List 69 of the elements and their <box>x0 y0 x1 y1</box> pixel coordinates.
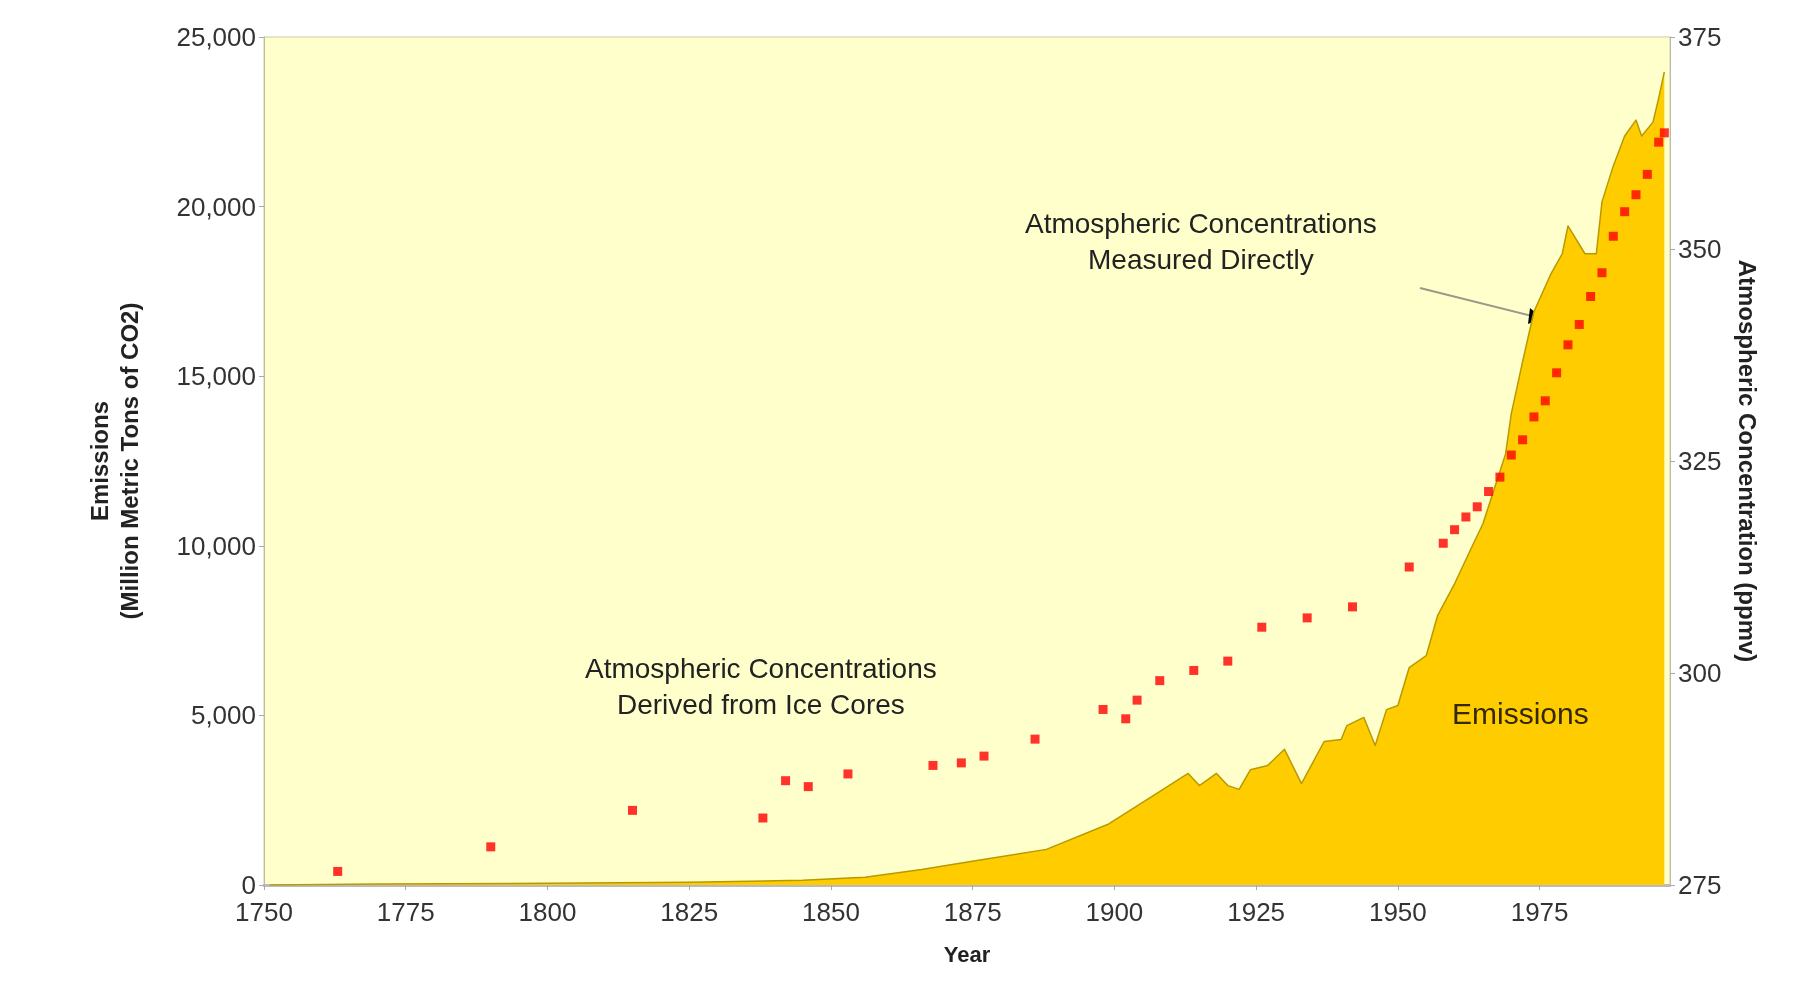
y-tick-label: 5,000 <box>190 700 256 731</box>
point <box>1574 319 1584 329</box>
y2-tick-label: 325 <box>1678 446 1722 476</box>
point <box>1155 676 1165 686</box>
point <box>956 758 966 768</box>
x-tick-label: 1850 <box>802 897 860 927</box>
y2-tick-label: 275 <box>1678 870 1722 900</box>
point <box>803 782 813 792</box>
point <box>1404 562 1414 572</box>
point <box>1461 512 1471 522</box>
point <box>1098 704 1108 714</box>
x-tick-label: 1925 <box>1227 897 1286 927</box>
point <box>486 842 496 852</box>
y2-axis-title: Atmospheric Concentration (ppmv) <box>1733 259 1761 663</box>
point <box>1438 538 1448 548</box>
x-tick-label: 1900 <box>1085 897 1144 927</box>
y-axis-title: Emissions (Million Metric Tons of CO2) <box>85 302 143 620</box>
point <box>1257 622 1267 632</box>
point <box>1642 169 1652 179</box>
y-tick-label: 25,000 <box>176 22 256 52</box>
point <box>1563 340 1573 350</box>
y-tick-label: 0 <box>241 870 256 900</box>
x-tick-label: 1750 <box>235 897 293 927</box>
point <box>1654 137 1664 147</box>
point <box>758 813 768 823</box>
point <box>1348 602 1358 612</box>
point <box>1132 695 1142 705</box>
point <box>1121 714 1131 724</box>
x-tick-label: 1800 <box>518 897 577 927</box>
point <box>1608 231 1618 241</box>
annotation: Atmospheric Concentrations Derived from Ice Cores <box>584 652 937 720</box>
series-label: Emissions <box>1452 696 1589 730</box>
point <box>1506 450 1516 460</box>
point <box>1529 412 1539 422</box>
point <box>1223 656 1233 666</box>
point <box>1472 502 1482 512</box>
x-tick-label: 1975 <box>1510 897 1569 927</box>
point <box>1495 472 1505 482</box>
point <box>781 776 791 786</box>
point <box>1597 268 1607 278</box>
x-tick-label: 1775 <box>376 897 435 927</box>
point <box>1631 190 1641 200</box>
annotation: Atmospheric Concentrations Measured Directly <box>1024 207 1377 275</box>
y2-tick-label: 350 <box>1678 234 1722 264</box>
point <box>1030 734 1040 744</box>
point <box>1586 291 1596 301</box>
point <box>979 751 989 761</box>
point <box>1620 207 1630 217</box>
y-tick-label: 20,000 <box>176 191 256 222</box>
x-tick-label: 1950 <box>1368 897 1427 927</box>
y-tick-label: 15,000 <box>176 361 256 392</box>
point <box>843 769 853 779</box>
point <box>1659 128 1669 138</box>
x-axis-title: Year <box>943 941 991 967</box>
point <box>1552 368 1562 378</box>
point <box>1540 396 1550 406</box>
point <box>928 760 938 770</box>
x-tick-label: 1825 <box>660 897 719 927</box>
y2-tick-label: 375 <box>1678 22 1722 52</box>
y-tick-label: 10,000 <box>176 530 256 561</box>
point <box>333 866 343 876</box>
point <box>1484 487 1494 497</box>
point <box>1302 613 1312 623</box>
point <box>1518 435 1528 445</box>
point <box>1450 525 1460 535</box>
point <box>628 805 638 815</box>
y2-tick-label: 300 <box>1678 658 1722 688</box>
x-tick-label: 1875 <box>943 897 1002 927</box>
point <box>1189 665 1199 675</box>
